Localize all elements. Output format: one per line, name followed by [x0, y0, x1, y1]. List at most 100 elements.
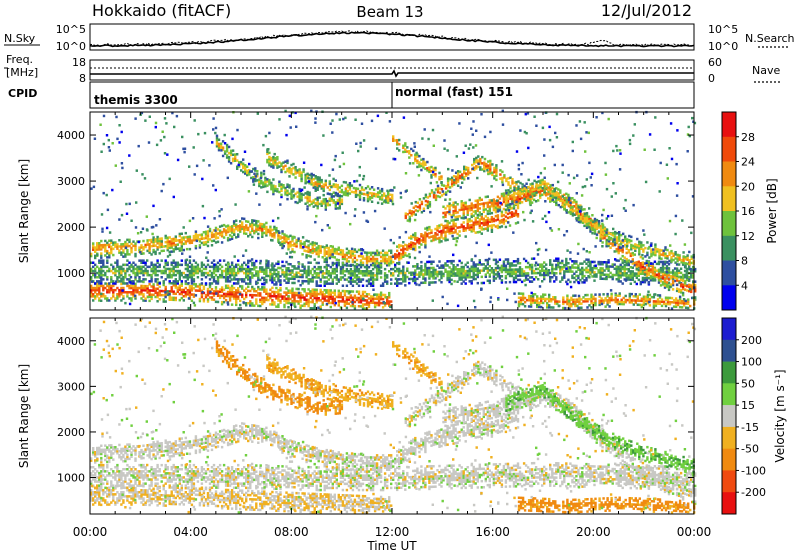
- data-cell: [440, 188, 444, 191]
- data-cell: [325, 280, 328, 283]
- data-cell: [357, 290, 361, 293]
- data-cell: [440, 270, 443, 274]
- data-cell: [154, 250, 157, 254]
- data-cell: [516, 274, 520, 277]
- data-cell: [215, 140, 219, 144]
- data-cell: [327, 246, 330, 250]
- data-cell: [694, 288, 697, 291]
- data-cell: [579, 212, 582, 216]
- data-cell: [563, 199, 566, 203]
- data-cell: [504, 225, 508, 229]
- data-cell: [204, 283, 208, 286]
- data-cell: [450, 282, 453, 286]
- data-cell: [581, 208, 584, 211]
- data-cell: [278, 165, 281, 168]
- data-cell: [655, 262, 659, 266]
- data-cell: [422, 207, 426, 210]
- data-cell: [261, 266, 264, 269]
- data-cell: [116, 286, 119, 290]
- data-cell: [486, 212, 489, 216]
- data-cell: [500, 194, 504, 198]
- data-cell: [116, 276, 119, 279]
- data-cell: [249, 289, 252, 293]
- data-cell: [605, 263, 608, 266]
- data-cell: [114, 299, 117, 302]
- data-cell: [289, 271, 292, 274]
- data-cell: [100, 267, 103, 271]
- data-cell: [534, 261, 538, 264]
- data-cell: [172, 265, 175, 269]
- data-cell: [237, 267, 240, 271]
- data-cell: [212, 267, 216, 271]
- data-cell: [663, 267, 667, 270]
- data-cell: [324, 204, 327, 207]
- data-cell: [605, 273, 608, 276]
- data-cell: [442, 205, 445, 208]
- data-cell: [172, 237, 175, 241]
- data-cell: [272, 184, 275, 187]
- data-cell: [486, 203, 489, 207]
- data-cell: [246, 165, 249, 168]
- data-cell: [341, 255, 345, 258]
- data-cell: [426, 232, 429, 236]
- data-cell: [448, 190, 452, 193]
- data-cell: [267, 294, 270, 298]
- data-cell: [379, 266, 383, 269]
- data-cell: [188, 261, 192, 264]
- beam-label: Beam 13: [356, 3, 423, 21]
- data-cell: [140, 288, 143, 292]
- data-cell: [530, 257, 534, 260]
- data-cell: [168, 280, 171, 283]
- data-cell: [229, 162, 233, 165]
- data-cell: [533, 187, 536, 191]
- data-cell: [234, 159, 237, 162]
- data-cell: [244, 168, 247, 171]
- data-cell: [625, 276, 628, 279]
- data-cell: [633, 274, 636, 277]
- data-cell: [317, 297, 320, 300]
- data-cell: [206, 234, 210, 237]
- data-cell: [285, 260, 288, 264]
- data-cell: [565, 280, 568, 284]
- data-cell: [146, 269, 149, 273]
- data-cell: [599, 273, 602, 276]
- data-cell: [263, 231, 266, 235]
- data-cell: [108, 245, 111, 249]
- data-cell: [505, 196, 508, 199]
- data-cell: [448, 186, 452, 189]
- data-cell: [428, 236, 431, 239]
- data-cell: [496, 226, 500, 230]
- data-cell: [262, 185, 265, 189]
- data-cell: [184, 282, 187, 286]
- data-cell: [316, 176, 319, 179]
- data-cell: [158, 298, 161, 301]
- data-cell: [194, 232, 198, 235]
- data-cell: [450, 262, 453, 265]
- data-cell: [486, 258, 489, 262]
- data-cell: [681, 277, 685, 281]
- data-cell: [152, 293, 155, 297]
- data-cell: [100, 259, 103, 262]
- data-cell: [555, 263, 558, 267]
- data-cell: [414, 205, 417, 208]
- data-cell: [285, 299, 288, 303]
- data-cell: [314, 175, 317, 178]
- data-cell: [499, 169, 502, 172]
- data-cell: [509, 184, 512, 188]
- data-cell: [247, 278, 250, 281]
- data-cell: [126, 253, 129, 256]
- data-cell: [480, 202, 483, 206]
- data-cell: [241, 293, 244, 296]
- data-cell: [307, 244, 310, 247]
- data-cell: [260, 186, 263, 189]
- data-cell: [172, 290, 175, 293]
- data-cell: [475, 160, 478, 164]
- data-cell: [683, 284, 687, 287]
- data-cell: [363, 265, 367, 269]
- data-cell: [106, 291, 109, 294]
- data-cell: [362, 192, 366, 196]
- data-cell: [426, 228, 429, 232]
- data-cell: [208, 283, 212, 287]
- data-cell: [444, 226, 447, 230]
- data-cell: [271, 276, 274, 280]
